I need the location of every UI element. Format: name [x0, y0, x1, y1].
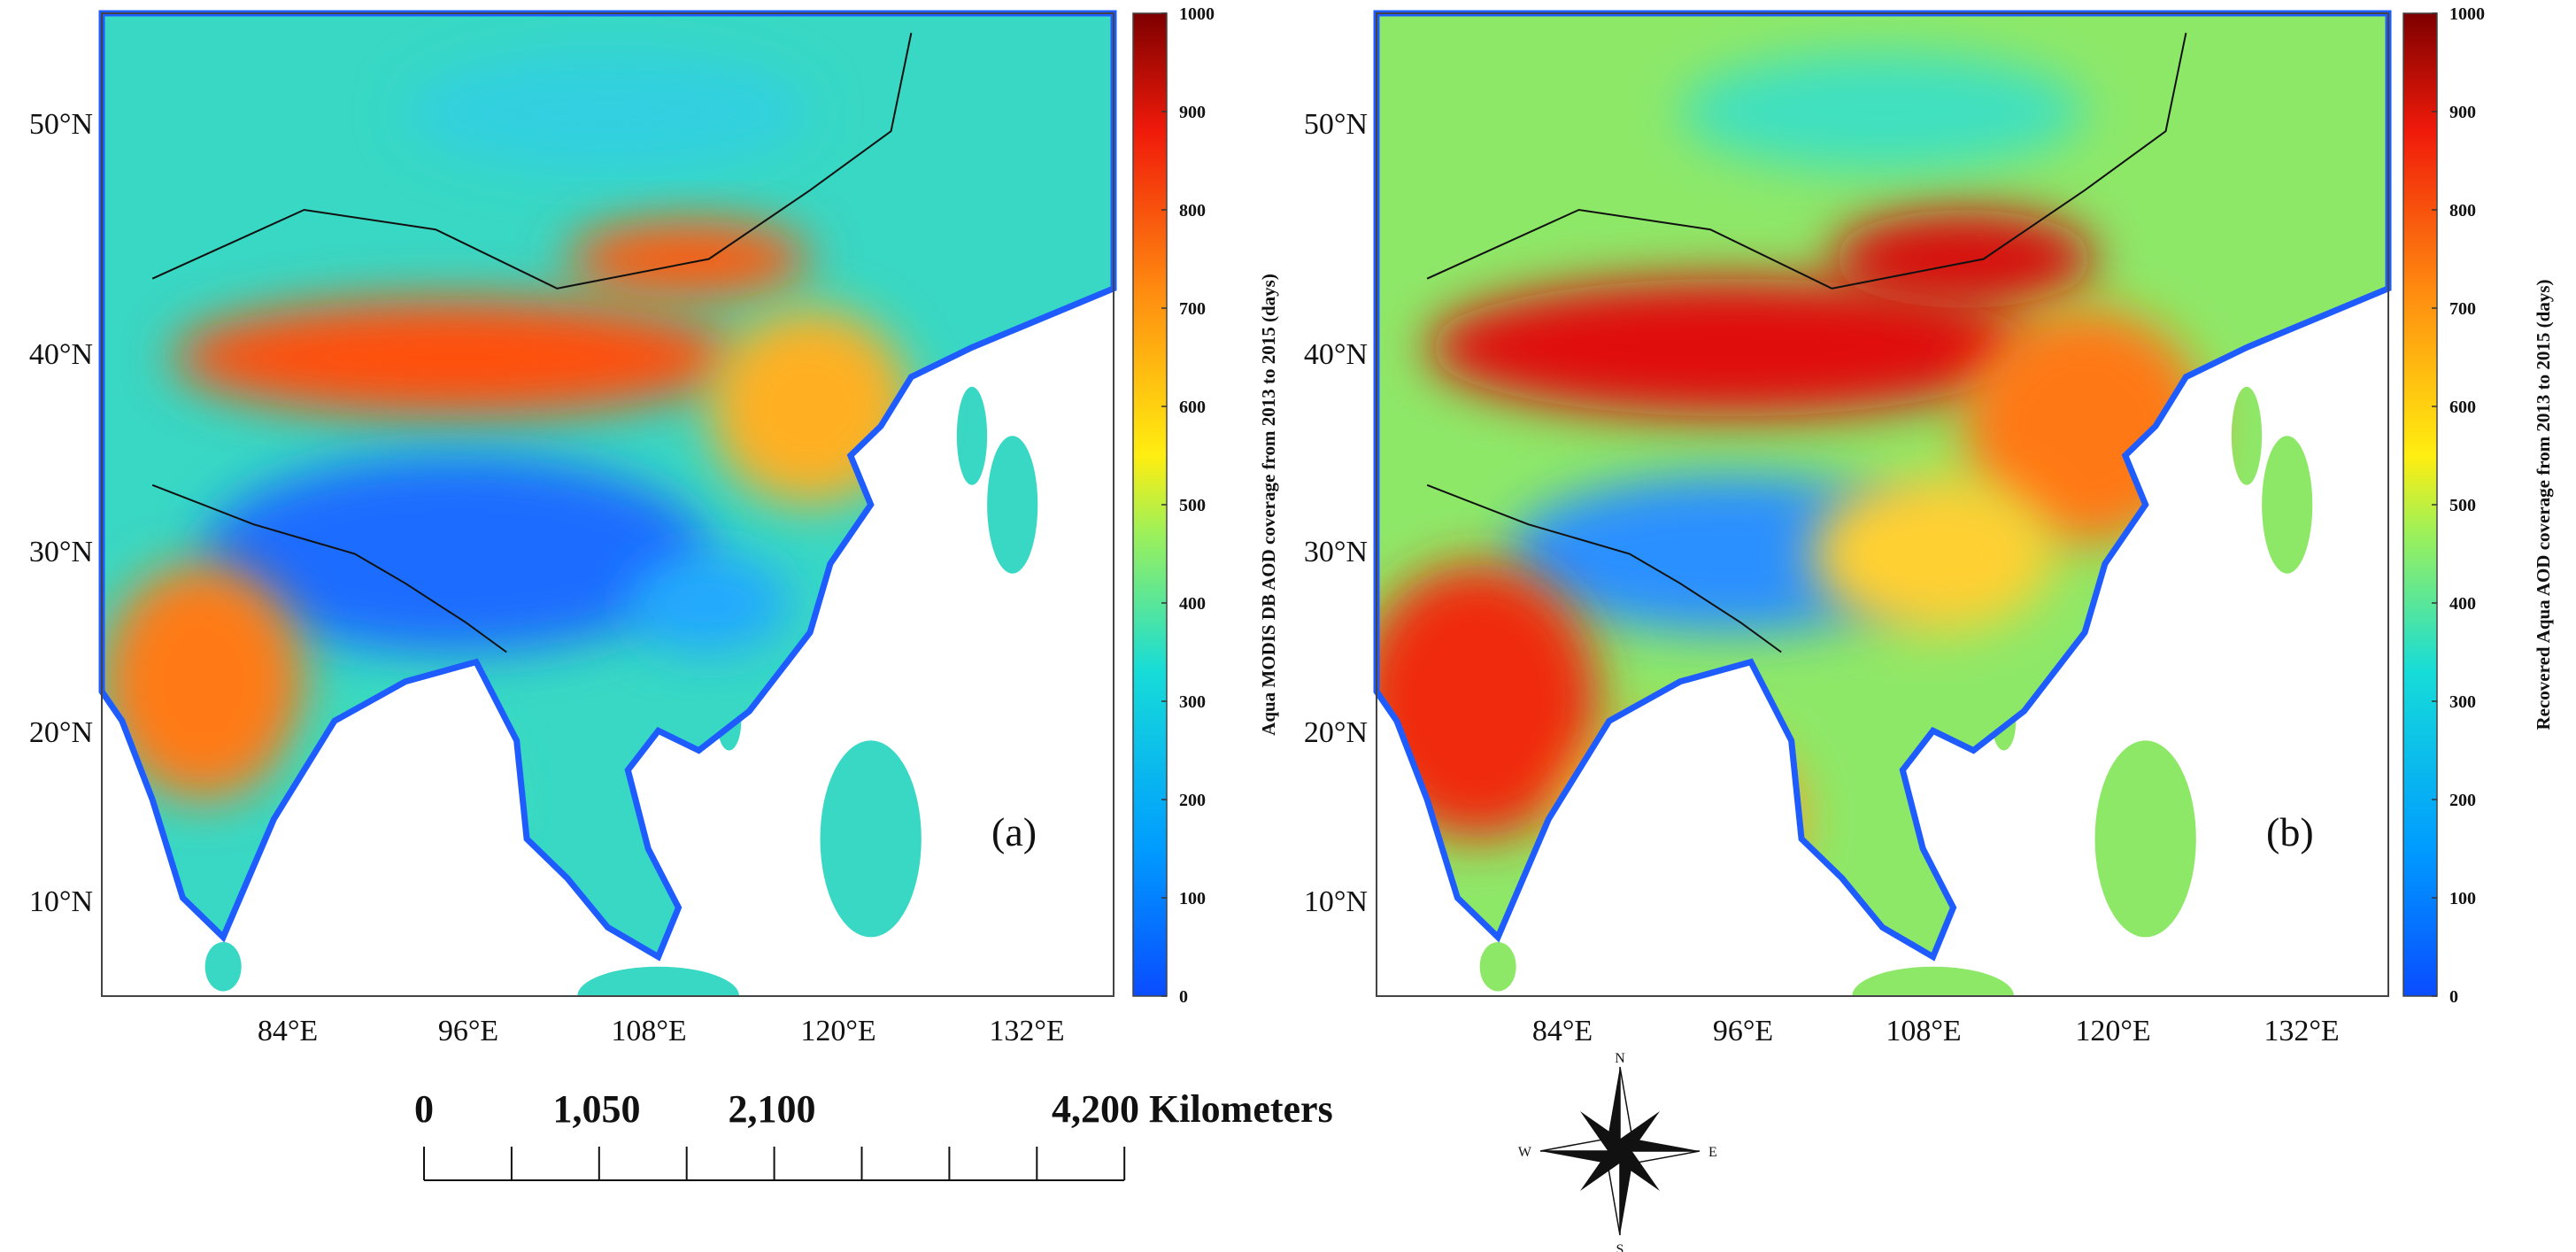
- coastline: [98, 10, 1117, 962]
- colorbar-tick-label: 700: [2449, 299, 2476, 319]
- scale-bar: 0 1,050 2,100 4,200 Kilometers: [414, 1087, 1333, 1181]
- latitude-label: 10°N: [29, 885, 93, 918]
- longitude-label: 96°E: [438, 1015, 498, 1047]
- colorbar-tick-label: 700: [1179, 299, 1206, 319]
- latitude-label: 50°N: [29, 108, 93, 141]
- land-shade: [708, 308, 912, 505]
- colorbar-tick-label: 0: [1179, 987, 1188, 1007]
- land-shade: [1427, 278, 2034, 417]
- compass-e: E: [1708, 1145, 1717, 1160]
- colorbar-title: Aqua MODIS DB AOD coverage from 2013 to …: [1258, 274, 1279, 736]
- colorbar-tick-label: 200: [2449, 791, 2476, 810]
- longitude-label: 108°E: [611, 1015, 686, 1047]
- colorbar-tick-label: 400: [1179, 594, 1206, 614]
- longitude-label: 84°E: [258, 1015, 318, 1047]
- colorbar-tick-label: 0: [2449, 987, 2458, 1007]
- land-shade: [203, 455, 709, 653]
- scale-label: 1,050: [553, 1087, 641, 1131]
- scale-label: 2,100: [729, 1087, 816, 1131]
- land-shade: [304, 701, 507, 898]
- colorbar-title: Recovered Aqua AOD coverage from 2013 to…: [2533, 280, 2554, 730]
- land: [1377, 13, 2388, 996]
- latitude-label: 40°N: [1304, 338, 1368, 371]
- panel-label: (b): [2266, 809, 2314, 854]
- land-shade: [405, 52, 811, 171]
- latitude-label: 50°N: [1304, 108, 1368, 141]
- colorbar-tick-label: 800: [2449, 201, 2476, 220]
- border: [151, 32, 913, 290]
- colorbar-tick-label: 600: [2449, 398, 2476, 417]
- colorbar-tick-label: 400: [2449, 594, 2476, 614]
- colorbar-tick-label: 900: [2449, 103, 2476, 122]
- longitude-label: 96°E: [1713, 1015, 1773, 1047]
- land-shade: [102, 563, 305, 800]
- colorbar-tick-label: 200: [1179, 791, 1206, 810]
- longitude-label: 84°E: [1532, 1015, 1593, 1047]
- land-shade: [1832, 210, 2095, 308]
- compass: N S E W: [1518, 1051, 1717, 1252]
- panel-label: (a): [991, 809, 1037, 854]
- colorbar-tick-label: 100: [2449, 889, 2476, 908]
- scale-label: 0: [414, 1087, 434, 1131]
- compass-w: W: [1518, 1145, 1532, 1160]
- longitude-label: 120°E: [800, 1015, 875, 1047]
- latitude-label: 40°N: [29, 338, 93, 371]
- longitude-label: 120°E: [2075, 1015, 2150, 1047]
- land-shade: [1558, 721, 1802, 918]
- latitude-label: 30°N: [29, 536, 93, 568]
- land-shade: [1679, 52, 2086, 171]
- latitude-label: 10°N: [1304, 885, 1368, 918]
- compass-n: N: [1615, 1051, 1625, 1066]
- colorbar-tick-label: 100: [1179, 889, 1206, 908]
- colorbar-tick-label: 300: [2449, 692, 2476, 712]
- longitude-label: 132°E: [2264, 1015, 2339, 1047]
- land-shade: [173, 298, 740, 417]
- latitude-label: 20°N: [29, 716, 93, 749]
- colorbar-tick-label: 800: [1179, 201, 1206, 220]
- latitude-label: 30°N: [1304, 536, 1368, 568]
- colorbar: [2402, 12, 2438, 997]
- coastline: [1373, 10, 2392, 962]
- border: [151, 483, 507, 653]
- land-shade: [628, 553, 791, 653]
- colorbar-tick-label: 600: [1179, 398, 1206, 417]
- map-frame: [1376, 12, 2389, 997]
- border: [1426, 32, 2187, 290]
- colorbar-tick-label: 500: [1179, 496, 1206, 515]
- land: [102, 13, 1114, 996]
- map-panel: (b) 50°N 40°N 30°N 20°N 10°N 84°E 96°E 108°E 120°…: [1304, 4, 2554, 1047]
- colorbar-tick-label: 500: [2449, 496, 2476, 515]
- land-shade: [567, 220, 811, 298]
- map-frame: [101, 12, 1114, 997]
- compass-star: [1580, 1111, 1660, 1191]
- colorbar-tick-label: 1000: [2449, 4, 2485, 24]
- longitude-label: 108°E: [1886, 1015, 1961, 1047]
- latitude-label: 20°N: [1304, 716, 1368, 749]
- colorbar-tick-label: 300: [1179, 692, 1206, 712]
- colorbar-tick-label: 1000: [1179, 4, 1215, 24]
- border: [1426, 483, 1782, 653]
- compass-s: S: [1616, 1242, 1624, 1252]
- land-shade: [1811, 475, 2055, 633]
- longitude-label: 132°E: [989, 1015, 1064, 1047]
- scale-label: 4,200 Kilometers: [1052, 1087, 1333, 1131]
- map-panel: (a) 50°N 40°N 30°N 20°N 10°N 84°E 96°E 108°E 120°…: [29, 4, 1279, 1047]
- colorbar-tick-label: 900: [1179, 103, 1206, 122]
